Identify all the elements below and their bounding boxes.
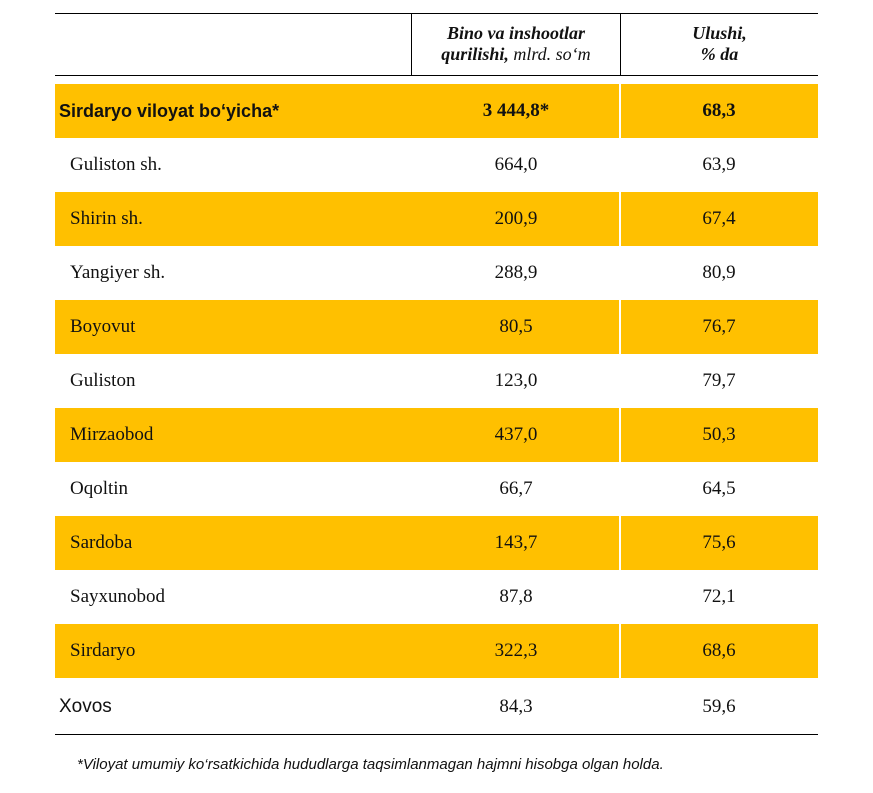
column-header-value: Bino va inshootlar qurilishi, mlrd. so‘m [412, 13, 620, 75]
footnote: *Viloyat umumiy ko‘rsatkichida hududlarg… [77, 756, 664, 773]
region-name: Guliston sh. [70, 154, 162, 175]
table-row: Oqoltin 66,7 64,5 [55, 462, 818, 516]
column-header-share-title: Ulushi, [692, 23, 747, 43]
construction-value: 437,0 [494, 424, 538, 445]
table-row: Boyovut 80,5 76,7 [55, 300, 818, 354]
region-name: Guliston [70, 370, 136, 391]
total-share: 68,3 [702, 100, 736, 121]
share-percent: 76,7 [702, 316, 736, 337]
cell-separator [619, 192, 621, 246]
table-top-rule [55, 13, 818, 14]
share-percent: 75,6 [702, 532, 736, 553]
share-percent: 79,7 [702, 370, 736, 391]
region-name: Shirin sh. [70, 208, 143, 229]
column-header-share-unit: % da [700, 44, 739, 64]
cell-separator [619, 516, 621, 570]
cell-separator [619, 408, 621, 462]
total-row: Sirdaryo viloyat bo‘yicha* 3 444,8* 68,3 [55, 84, 818, 138]
construction-value: 84,3 [499, 696, 533, 717]
region-name: Mirzaobod [70, 424, 154, 445]
total-name: Sirdaryo viloyat bo‘yicha* [59, 100, 280, 121]
construction-value: 200,9 [494, 208, 538, 229]
table-row: Mirzaobod 437,0 50,3 [55, 408, 818, 462]
cell-separator [619, 84, 621, 138]
construction-value: 664,0 [494, 154, 538, 175]
column-header-value-title: Bino va inshootlar qurilishi, [441, 23, 586, 64]
table-row: Xovos 84,3 59,6 [55, 680, 818, 734]
region-name: Xovos [59, 696, 112, 717]
share-percent: 63,9 [702, 154, 736, 175]
header-divider [411, 13, 412, 75]
total-value: 3 444,8* [482, 100, 550, 121]
region-name: Boyovut [70, 316, 136, 337]
share-percent: 64,5 [702, 478, 736, 499]
table-row: Sayxunobod 87,8 72,1 [55, 570, 818, 624]
table-row: Guliston sh. 664,0 63,9 [55, 138, 818, 192]
construction-value: 143,7 [494, 532, 538, 553]
share-percent: 72,1 [702, 586, 736, 607]
region-name: Sirdaryo [70, 640, 136, 661]
region-name: Oqoltin [70, 478, 129, 499]
table-row: Yangiyer sh. 288,9 80,9 [55, 246, 818, 300]
share-percent: 50,3 [702, 424, 736, 445]
table-row: Guliston 123,0 79,7 [55, 354, 818, 408]
construction-value: 322,3 [494, 640, 538, 661]
region-name: Sardoba [70, 532, 133, 553]
table-row: Shirin sh. 200,9 67,4 [55, 192, 818, 246]
header-divider [620, 13, 621, 75]
share-percent: 68,6 [702, 640, 736, 661]
share-percent: 80,9 [702, 262, 736, 283]
construction-value: 288,9 [494, 262, 538, 283]
column-header-value-unit: mlrd. so‘m [513, 44, 591, 64]
region-name: Sayxunobod [70, 586, 165, 607]
construction-value: 66,7 [499, 478, 533, 499]
construction-value: 123,0 [494, 370, 538, 391]
region-name: Yangiyer sh. [70, 262, 166, 283]
construction-value: 87,8 [499, 586, 533, 607]
construction-value: 80,5 [499, 316, 533, 337]
share-percent: 59,6 [702, 696, 736, 717]
column-header-share: Ulushi, % da [621, 13, 818, 75]
table-row: Sirdaryo 322,3 68,6 [55, 624, 818, 678]
table-row: Sardoba 143,7 75,6 [55, 516, 818, 570]
cell-separator [619, 300, 621, 354]
share-percent: 67,4 [702, 208, 736, 229]
header-bottom-rule [55, 75, 818, 76]
table-bottom-rule [55, 734, 818, 735]
cell-separator [619, 624, 621, 678]
